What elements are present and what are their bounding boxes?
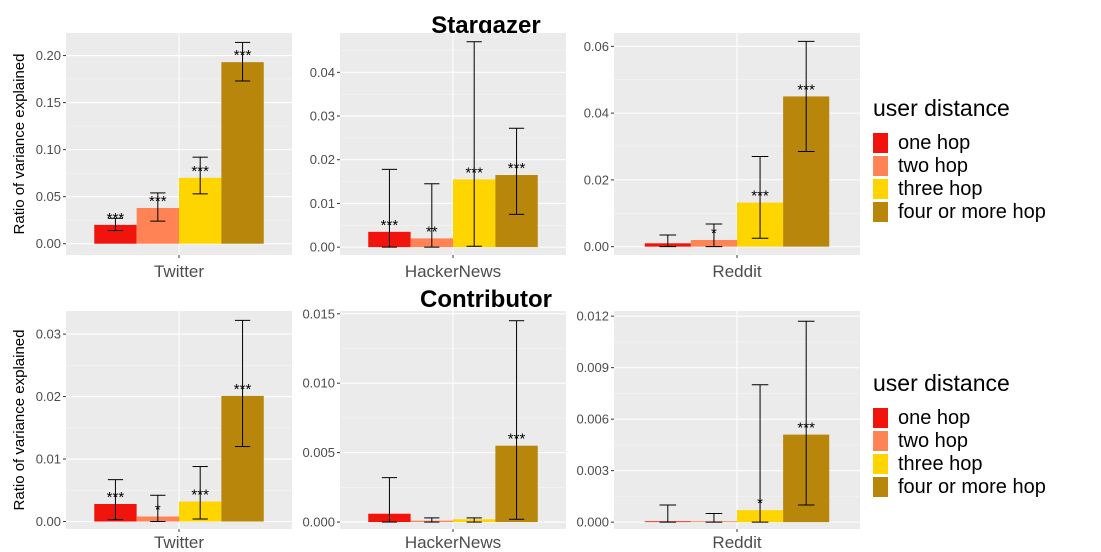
- significance-label: ***: [107, 210, 125, 227]
- significance-label: ***: [751, 188, 769, 205]
- y-tick-label: 0.009: [576, 360, 609, 375]
- significance-label: ***: [797, 81, 815, 98]
- x-category-label: Reddit: [712, 533, 761, 552]
- y-tick-label: 0.00: [584, 239, 609, 254]
- significance-label: ***: [234, 47, 252, 64]
- significance-label: ***: [508, 160, 526, 177]
- significance-label: ***: [191, 163, 209, 180]
- y-tick-label: 0.006: [576, 412, 609, 427]
- section-title-contributor: Contributor: [420, 286, 552, 313]
- significance-label: ***: [797, 420, 815, 437]
- legend-key: [873, 202, 888, 222]
- significance-label: ***: [381, 217, 399, 234]
- significance-label: ***: [107, 489, 125, 506]
- significance-label: *: [155, 502, 161, 519]
- legend-label: three hop: [898, 453, 983, 475]
- legend-label: four or more hop: [898, 201, 1046, 223]
- y-axis-label: Ratio of variance explained: [11, 330, 28, 511]
- legend-title: user distance: [873, 370, 1010, 396]
- y-axis-label: Ratio of variance explained: [11, 54, 28, 235]
- bar-one-hop: [94, 224, 137, 244]
- y-tick-label: 0.15: [36, 95, 61, 110]
- legend-label: two hop: [898, 155, 968, 177]
- legend-key: [873, 431, 888, 451]
- y-tick-label: 0.02: [36, 389, 61, 404]
- significance-label: ***: [508, 431, 526, 448]
- significance-label: *: [757, 495, 763, 512]
- legend-key: [873, 408, 888, 428]
- legend-label: three hop: [898, 178, 983, 200]
- y-tick-label: 0.02: [310, 152, 335, 167]
- y-tick-label: 0.04: [310, 65, 335, 80]
- legend-key: [873, 133, 888, 153]
- y-tick-label: 0.003: [576, 463, 609, 478]
- significance-label: *: [711, 225, 717, 242]
- y-tick-label: 0.010: [302, 376, 335, 391]
- legend-label: one hop: [898, 132, 970, 154]
- y-tick-label: 0.015: [302, 306, 335, 321]
- y-tick-label: 0.04: [584, 106, 609, 121]
- x-category-label: HackerNews: [405, 533, 501, 552]
- y-tick-label: 0.03: [310, 109, 335, 124]
- y-tick-label: 0.05: [36, 189, 61, 204]
- significance-label: ***: [191, 487, 209, 504]
- y-tick-label: 0.06: [584, 39, 609, 54]
- y-tick-label: 0.01: [310, 196, 335, 211]
- significance-label: ***: [234, 381, 252, 398]
- y-tick-label: 0.00: [36, 514, 61, 529]
- significance-label: **: [426, 223, 438, 240]
- x-category-label: Reddit: [712, 262, 761, 281]
- y-tick-label: 0.03: [36, 327, 61, 342]
- x-category-label: HackerNews: [405, 262, 501, 281]
- legend-key: [873, 454, 888, 474]
- y-tick-label: 0.20: [36, 48, 61, 63]
- y-tick-label: 0.005: [302, 445, 335, 460]
- y-tick-label: 0.012: [576, 309, 609, 324]
- legend-key: [873, 179, 888, 199]
- legend-key: [873, 156, 888, 176]
- x-category-label: Twitter: [154, 533, 204, 552]
- y-tick-label: 0.01: [36, 452, 61, 467]
- y-tick-label: 0.00: [36, 236, 61, 251]
- legend-label: two hop: [898, 430, 968, 452]
- x-category-label: Twitter: [154, 262, 204, 281]
- significance-label: ***: [149, 193, 167, 210]
- y-tick-label: 0.000: [576, 515, 609, 530]
- significance-label: ***: [465, 164, 483, 181]
- legend-label: four or more hop: [898, 476, 1046, 498]
- y-tick-label: 0.02: [584, 172, 609, 187]
- legend-label: one hop: [898, 407, 970, 429]
- legend-title: user distance: [873, 95, 1010, 121]
- y-tick-label: 0.000: [302, 515, 335, 530]
- legend-key: [873, 477, 888, 497]
- bar-four-or-more-hop: [221, 62, 264, 244]
- y-tick-label: 0.00: [310, 240, 335, 255]
- y-tick-label: 0.10: [36, 142, 61, 157]
